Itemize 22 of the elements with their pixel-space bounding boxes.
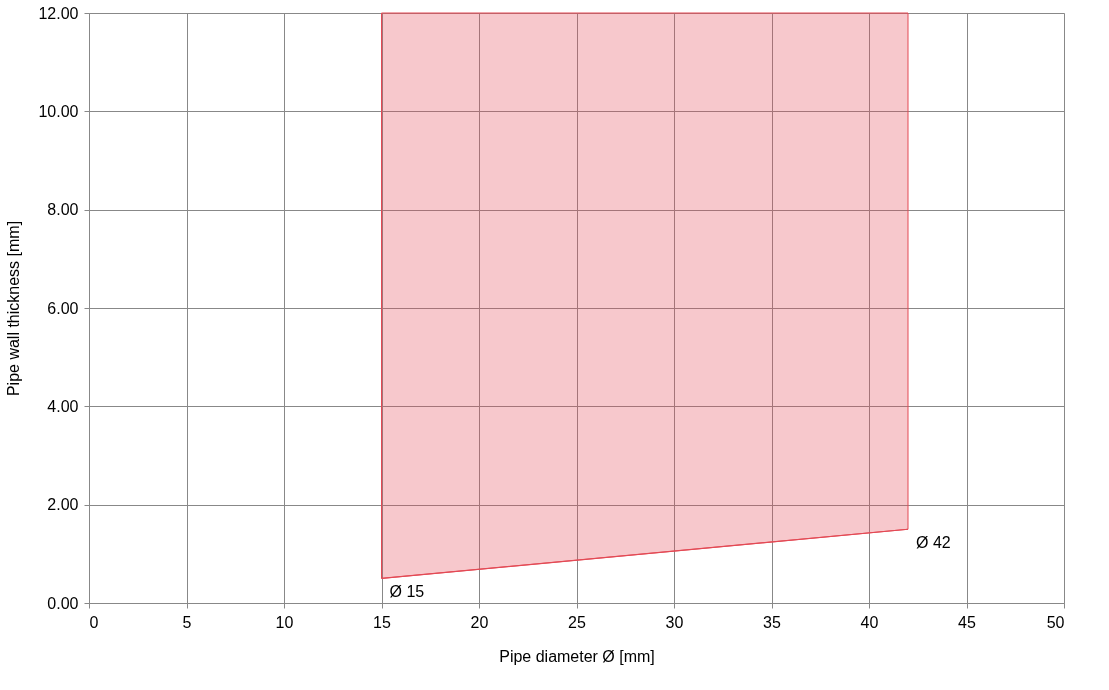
y-tick-label: 10.00 (38, 102, 79, 120)
y-tick-label: 6.00 (47, 299, 79, 317)
y-tick-label: 2.00 (47, 496, 79, 514)
x-tick-label: 0 (89, 613, 99, 631)
x-tick-label: 50 (1046, 613, 1065, 631)
x-tick-label: 40 (860, 613, 879, 631)
y-tick-label: 8.00 (47, 201, 79, 219)
x-tick-label: 45 (958, 613, 976, 631)
x-tick-label: 30 (665, 613, 684, 631)
x-tick-label: 5 (182, 613, 192, 631)
x-tick-label: 20 (470, 613, 489, 631)
annotation: Ø 15 (389, 583, 425, 601)
x-axis-title: Pipe diameter Ø [mm] (499, 647, 655, 665)
x-tick-label: 25 (568, 613, 586, 631)
x-tick-label: 15 (373, 613, 391, 631)
y-tick-label: 12.00 (38, 4, 79, 22)
annotation: Ø 42 (916, 534, 951, 552)
y-tick-label: 4.00 (47, 397, 79, 415)
x-tick-label: 10 (275, 613, 294, 631)
y-axis-title: Pipe wall thickness [mm] (5, 220, 23, 397)
x-tick-label: 35 (763, 613, 781, 631)
y-tick-label: 0.00 (47, 594, 79, 612)
